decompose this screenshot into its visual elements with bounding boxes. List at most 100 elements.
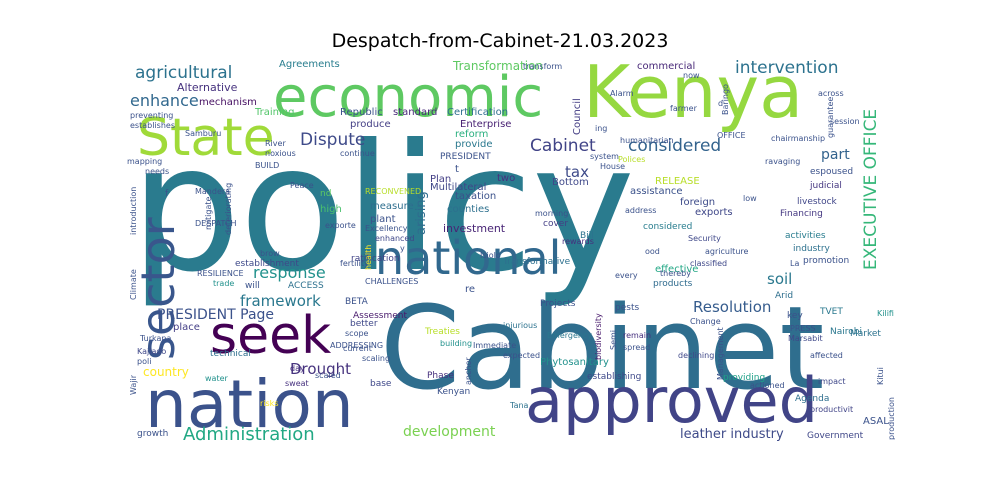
word: introduction [129, 186, 138, 235]
word: Kenyan [437, 387, 471, 397]
word: Dispute [300, 130, 366, 150]
word: Kilifi [877, 309, 894, 318]
word: soil [767, 270, 793, 288]
word: Management [716, 327, 725, 380]
word: part [821, 147, 850, 163]
word: d [718, 99, 724, 108]
word: fertility [340, 259, 369, 268]
word: country [143, 365, 189, 379]
word: commercial [637, 61, 696, 72]
word: high [320, 204, 342, 215]
word: considered [643, 222, 693, 232]
word: reform [455, 129, 489, 140]
word: now [683, 71, 700, 80]
word: Transformative [503, 257, 571, 267]
word: productivit [810, 405, 854, 414]
word: Alternative [177, 81, 238, 94]
word: PRESS [790, 324, 816, 333]
word: Certification [447, 107, 509, 118]
word: tax [565, 163, 589, 181]
word-cloud: policy Cabinet Kenya economic State nati… [125, 60, 895, 445]
word: Council [572, 98, 583, 135]
word: Bill [580, 231, 594, 241]
word: products [653, 279, 693, 289]
word: growth [137, 429, 169, 439]
word: preventing [130, 111, 174, 120]
word: Turkana [140, 334, 172, 343]
word: counties [447, 204, 490, 215]
word: address [625, 206, 657, 215]
word: RESILIENCE [197, 269, 244, 278]
word: investment [443, 222, 506, 235]
word: continue [340, 149, 375, 158]
word: Wajir [129, 374, 138, 395]
word: establishes [130, 121, 175, 130]
word: anchor [464, 357, 473, 385]
word: sweat [285, 379, 309, 388]
word: arising [414, 191, 429, 235]
word: spread [623, 343, 651, 352]
word: effective [655, 264, 699, 275]
word: economic [273, 65, 544, 130]
word: EXECUTIVE OFFICE [861, 108, 881, 270]
word: leather industry [680, 427, 784, 442]
word: Treaties [425, 327, 460, 337]
word: enhance [130, 91, 199, 110]
word: OFFICE [717, 131, 746, 140]
word: poli [137, 357, 152, 366]
word: mitigate [204, 196, 213, 230]
word: needs [145, 167, 170, 176]
word: Semi [609, 329, 618, 350]
word: La [790, 259, 800, 268]
word: agriculture [705, 247, 749, 256]
word: mechanism [199, 97, 257, 108]
word: establishment [235, 259, 299, 269]
word: Nairobi [830, 327, 862, 337]
word: Isiolo [480, 251, 501, 260]
word: low [743, 194, 757, 203]
word: Tana [510, 401, 529, 410]
word: Enterprise [460, 119, 512, 130]
word: Financing [780, 209, 823, 219]
word: classified [690, 259, 728, 268]
word: Security [688, 234, 721, 243]
word: RECONVENED [365, 187, 422, 196]
word: approved [525, 364, 818, 437]
word: enhanced [375, 234, 415, 243]
word: Baringo [721, 84, 730, 115]
word: ing [595, 124, 608, 133]
word: key [787, 311, 803, 321]
word: framework [240, 292, 321, 310]
word: judicial [810, 181, 842, 191]
word: Polices [618, 155, 646, 164]
word: ood [645, 247, 660, 256]
word: agricultural [135, 63, 233, 83]
word: Administration [183, 424, 315, 445]
word: session [830, 117, 860, 126]
word: ravaging [765, 157, 801, 166]
word: Agenda [795, 394, 830, 404]
word: Kajiado [137, 347, 167, 356]
word: policy [130, 108, 635, 311]
word: Alarm [610, 89, 634, 98]
word: health [364, 244, 373, 270]
word: scaling [362, 354, 391, 363]
word: biodiversity [594, 313, 603, 360]
word: actioned [750, 381, 785, 390]
word: development [403, 424, 496, 440]
word: place [173, 322, 200, 333]
word: morning [535, 209, 569, 218]
word: exports [695, 207, 733, 218]
word: provide [455, 139, 493, 150]
word: mapping [127, 157, 163, 166]
word: activities [785, 231, 826, 241]
word: system [590, 152, 619, 161]
word: national [375, 231, 562, 285]
word: establishing [587, 372, 642, 382]
word: y [400, 244, 405, 253]
word: Plan [430, 174, 452, 185]
word: espoused [810, 167, 854, 177]
word: Arid [775, 291, 794, 301]
word: farmer [670, 104, 697, 113]
word: standard [393, 107, 438, 118]
